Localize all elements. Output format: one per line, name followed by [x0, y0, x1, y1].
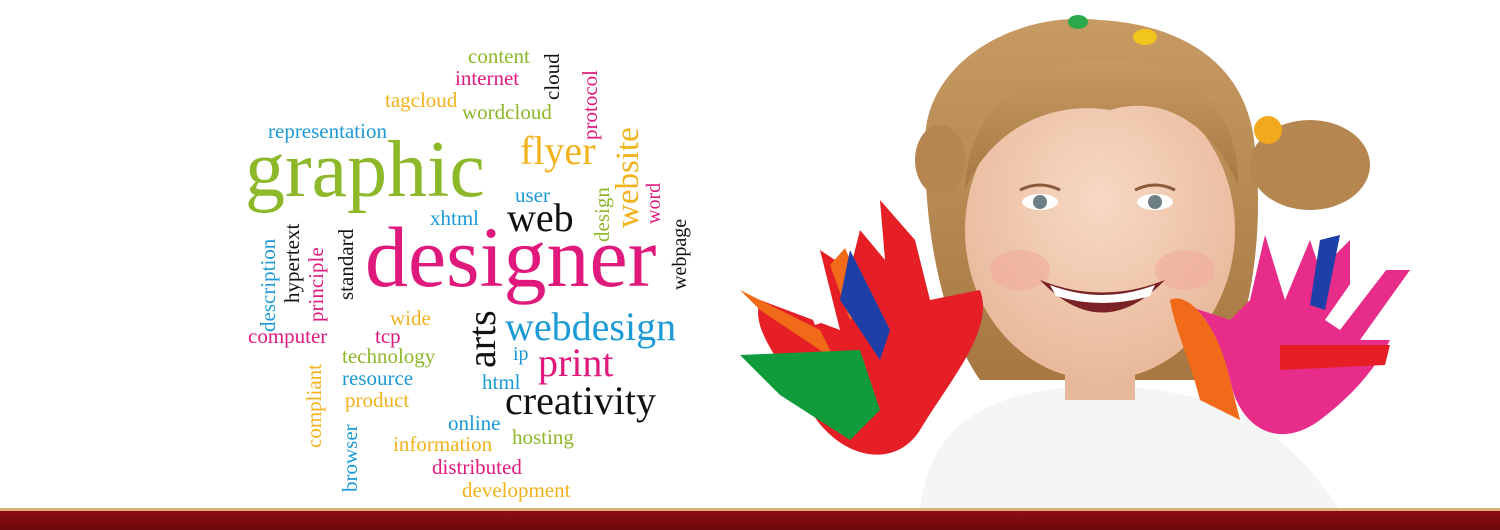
word-flyer: flyer	[520, 131, 596, 171]
word-online: online	[448, 413, 501, 434]
footer-bar	[0, 511, 1500, 530]
word-wordcloud: wordcloud	[462, 102, 552, 123]
word-computer: computer	[248, 326, 327, 347]
hero-photo	[720, 0, 1500, 510]
word-webpage: webpage	[670, 219, 690, 290]
word-graphic: graphic	[245, 130, 485, 210]
word-cloud: content cloud internet protocol tagcloud…	[0, 0, 720, 510]
word-product: product	[345, 390, 409, 411]
word-development: development	[462, 480, 570, 501]
word-arts: arts	[462, 310, 502, 368]
word-print: print	[538, 343, 614, 383]
girl-with-painted-hands-illustration	[720, 0, 1500, 510]
word-distributed: distributed	[432, 457, 522, 478]
word-creativity: creativity	[505, 381, 656, 421]
word-designer: designer	[365, 214, 656, 300]
word-internet: internet	[455, 68, 519, 89]
word-cloud-term: cloud	[542, 53, 563, 100]
word-ip: ip	[513, 344, 529, 364]
word-content: content	[468, 46, 530, 67]
word-hosting: hosting	[512, 427, 574, 448]
word-resource: resource	[342, 368, 413, 389]
word-browser: browser	[340, 424, 361, 492]
word-technology: technology	[342, 346, 435, 367]
word-principle: principle	[306, 247, 327, 322]
word-information: information	[393, 434, 492, 455]
word-description: description	[258, 239, 279, 332]
word-hypertext: hypertext	[282, 224, 303, 303]
word-standard: standard	[336, 229, 357, 300]
word-tagcloud: tagcloud	[385, 90, 457, 111]
word-compliant: compliant	[304, 364, 325, 448]
